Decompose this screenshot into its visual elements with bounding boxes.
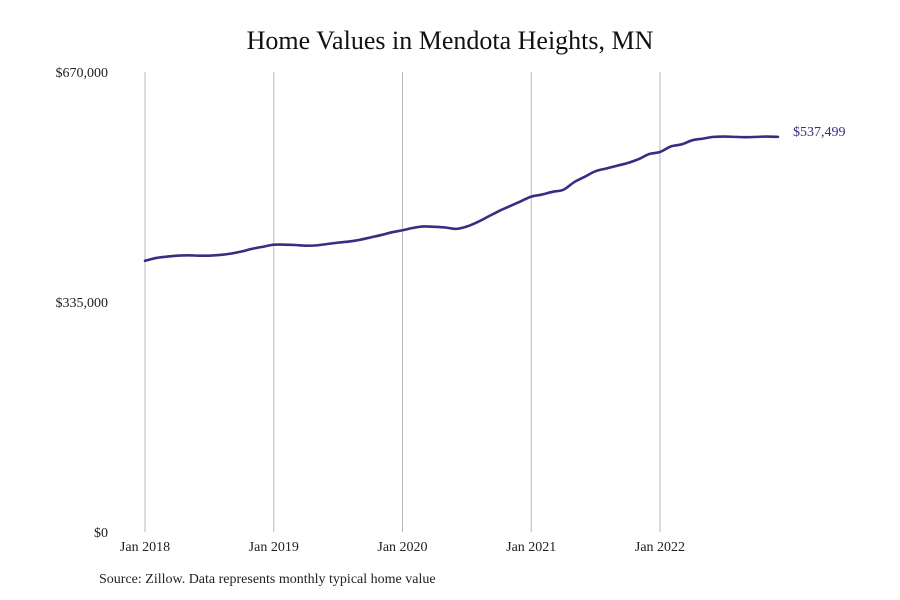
- data-point: [240, 250, 242, 252]
- data-point: [519, 200, 521, 202]
- data-point: [283, 243, 285, 245]
- data-point: [691, 139, 693, 141]
- data-point: [369, 236, 371, 238]
- gridlines: [144, 72, 661, 532]
- data-point: [777, 136, 779, 138]
- data-point: [433, 226, 435, 228]
- data-point: [466, 225, 468, 227]
- data-point: [455, 228, 457, 230]
- data-point: [444, 226, 446, 228]
- data-point: [723, 135, 725, 137]
- y-axis-tick-labels: $670,000 $335,000 $0: [56, 66, 109, 541]
- data-point: [262, 246, 264, 248]
- data-point: [348, 240, 350, 242]
- data-point: [680, 143, 682, 145]
- data-point: [197, 254, 199, 256]
- chart-title: Home Values in Mendota Heights, MN: [246, 26, 654, 55]
- data-point: [670, 145, 672, 147]
- data-point: [573, 181, 575, 183]
- x-tick-label: Jan 2021: [506, 540, 556, 555]
- data-point: [734, 136, 736, 138]
- data-point: [745, 136, 747, 138]
- data-point: [562, 189, 564, 191]
- data-point: [144, 260, 146, 262]
- data-point: [755, 136, 757, 138]
- data-point: [326, 243, 328, 245]
- x-tick-label: Jan 2018: [120, 540, 170, 555]
- x-tick-label: Jan 2019: [249, 540, 299, 555]
- data-point: [541, 193, 543, 195]
- data-point: [594, 170, 596, 172]
- data-point: [487, 215, 489, 217]
- x-tick-label: Jan 2020: [377, 540, 427, 555]
- series-line: [143, 135, 780, 263]
- data-point: [305, 245, 307, 247]
- data-point: [165, 255, 167, 257]
- data-point: [659, 151, 661, 153]
- series-layer: $537,499: [143, 125, 846, 263]
- x-tick-label: Jan 2022: [635, 540, 685, 555]
- data-point: [648, 153, 650, 155]
- data-point: [766, 135, 768, 137]
- data-point: [605, 167, 607, 169]
- data-point: [251, 248, 253, 250]
- data-point: [712, 136, 714, 138]
- x-axis-tick-labels: Jan 2018 Jan 2019 Jan 2020 Jan 2021 Jan 2022: [120, 540, 685, 555]
- data-point: [176, 254, 178, 256]
- data-point: [294, 244, 296, 246]
- data-point: [509, 205, 511, 207]
- data-point: [187, 254, 189, 256]
- data-point: [273, 243, 275, 245]
- data-point: [637, 158, 639, 160]
- source-note: Source: Zillow. Data represents monthly …: [99, 572, 436, 587]
- data-point: [358, 239, 360, 241]
- data-point: [476, 221, 478, 223]
- data-point: [702, 137, 704, 139]
- data-point: [401, 229, 403, 231]
- data-point: [616, 165, 618, 167]
- y-tick-label: $335,000: [56, 296, 109, 311]
- data-point: [412, 227, 414, 229]
- data-point: [530, 195, 532, 197]
- y-tick-label: $670,000: [56, 66, 109, 81]
- data-point: [380, 234, 382, 236]
- data-point: [551, 191, 553, 193]
- data-point: [391, 231, 393, 233]
- data-point: [219, 254, 221, 256]
- data-point: [208, 254, 210, 256]
- end-value-label: $537,499: [793, 125, 846, 140]
- data-point: [584, 176, 586, 178]
- data-point: [423, 225, 425, 227]
- data-point: [498, 210, 500, 212]
- data-point: [155, 257, 157, 259]
- data-point: [315, 244, 317, 246]
- data-point: [337, 241, 339, 243]
- data-point: [627, 162, 629, 164]
- y-tick-label: $0: [94, 526, 108, 541]
- data-point: [230, 252, 232, 254]
